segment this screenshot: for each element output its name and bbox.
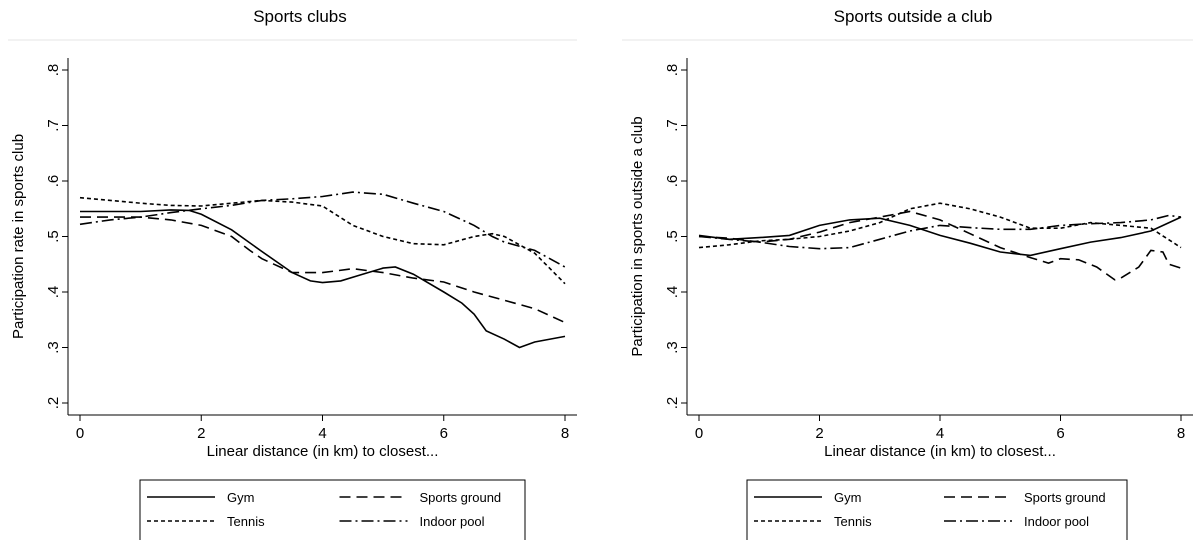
series-line-sports-ground: [698, 210, 1182, 281]
chart-title: Sports outside a club: [834, 7, 993, 26]
series-line-gym: [698, 216, 1182, 257]
x-tick-label: 2: [197, 425, 205, 442]
legend-label: Gym: [834, 490, 861, 505]
x-tick-label: 8: [1177, 425, 1185, 442]
chart-panel-1: Sports clubs .2 .3 .4 .5 .6 .7 .8 0 2 4 6 8 Linear di…: [8, 7, 577, 540]
legend-label: Indoor pool: [1024, 514, 1089, 529]
y-tick-label: .2: [45, 397, 62, 410]
x-tick-label: 8: [561, 425, 569, 442]
y-tick-label: .7: [664, 119, 681, 132]
x-tick-label: 4: [936, 425, 944, 442]
series-line-sports-ground: [80, 216, 566, 324]
legend-label: Indoor pool: [420, 514, 485, 529]
x-tick-label: 6: [1056, 425, 1064, 442]
x-tick-label: 0: [76, 425, 84, 442]
x-tick-label: 4: [318, 425, 326, 442]
y-tick-label: .6: [664, 175, 681, 188]
x-axis-label: Linear distance (in km) to closest...: [824, 443, 1056, 460]
legend-label: Gym: [227, 490, 254, 505]
y-tick-label: .5: [664, 230, 681, 243]
x-tick-label: 2: [815, 425, 823, 442]
y-tick-label: .4: [664, 286, 681, 299]
y-axis-label: Participation rate in sports club: [10, 134, 27, 339]
series-line-indoor-pool: [698, 214, 1182, 250]
legend-box: [139, 479, 526, 540]
x-axis-label: Linear distance (in km) to closest...: [207, 443, 439, 460]
y-axis-label: Participation in sports outside a club: [629, 116, 646, 356]
y-tick-label: .3: [45, 341, 62, 354]
chart-panel-2: Sports outside a club .2 .3 .4 .5 .6 .7 .8 0 2 4 6 8…: [622, 7, 1193, 540]
y-tick-label: .7: [45, 119, 62, 132]
x-tick-label: 6: [440, 425, 448, 442]
y-tick-label: .8: [664, 64, 681, 77]
y-tick-label: .4: [45, 286, 62, 299]
legend: Gym Sports ground Tennis Indoor pool: [746, 479, 1128, 540]
legend-label: Tennis: [834, 514, 872, 529]
series-line-tennis: [79, 196, 566, 285]
legend: Gym Sports ground Tennis Indoor pool: [139, 479, 526, 540]
y-tick-label: .8: [45, 64, 62, 77]
legend-label: Tennis: [227, 514, 265, 529]
series-line-indoor-pool: [79, 191, 566, 268]
legend-box: [746, 479, 1128, 540]
y-tick-label: .3: [664, 341, 681, 354]
y-tick-label: .6: [45, 175, 62, 188]
y-tick-label: .2: [664, 397, 681, 410]
chart-title: Sports clubs: [253, 7, 347, 26]
x-tick-label: 0: [695, 425, 703, 442]
series-line-tennis: [698, 202, 1182, 249]
legend-label: Sports ground: [420, 490, 502, 505]
y-tick-label: .5: [45, 230, 62, 243]
series-line-gym: [80, 209, 566, 349]
legend-label: Sports ground: [1024, 490, 1106, 505]
